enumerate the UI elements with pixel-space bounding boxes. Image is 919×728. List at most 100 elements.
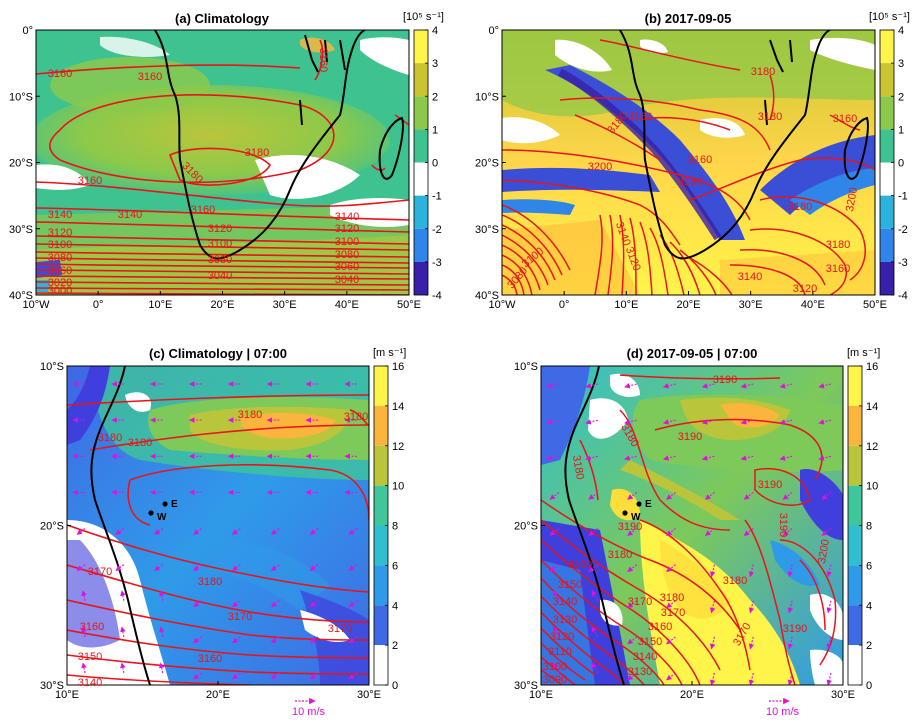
y-tick-label: 40°S xyxy=(475,290,499,302)
colorbar-tick-label: -2 xyxy=(432,224,442,236)
panel-b-title: (b) 2017-09-05 xyxy=(645,11,732,26)
wind-vector xyxy=(231,564,241,572)
wind-vector xyxy=(549,528,560,536)
contour-label: 3130 xyxy=(553,614,577,626)
panel-a-x-ticks: 10°W 0° 10°E 20°E 30°E 40°E 50°E xyxy=(22,291,421,311)
contour-label: 3180 xyxy=(344,411,368,423)
contour-label: 3140 xyxy=(118,209,142,221)
y-tick-label: 20°S xyxy=(40,521,64,533)
contour-label: 3090 xyxy=(543,674,567,686)
contour-label: 3140 xyxy=(633,651,657,663)
wind-vector xyxy=(552,626,560,638)
wind-vector xyxy=(591,590,599,602)
y-tick-label: 20°S xyxy=(514,521,538,533)
colorbar-tick-label: 8 xyxy=(392,521,398,533)
x-tick-label: 0° xyxy=(559,299,570,311)
panel-a-colorbar-unit: [10⁵ s⁻¹] xyxy=(403,11,444,23)
contour-label: 3190 xyxy=(678,431,702,443)
wind-vector xyxy=(120,662,126,674)
station-w-dot xyxy=(148,510,154,516)
wind-vector xyxy=(627,600,638,609)
wind-vector xyxy=(158,590,165,601)
panel-c-wind-vectors xyxy=(72,381,358,680)
colorbar-swatch xyxy=(374,445,388,486)
colorbar-swatch xyxy=(374,485,388,526)
colorbar-swatch xyxy=(374,525,388,566)
colorbar-tick-label: 12 xyxy=(392,441,404,453)
station-e-label: E xyxy=(645,499,652,510)
panel-b-colorbar-unit: [10⁵ s⁻¹] xyxy=(869,11,910,23)
y-tick-label: 10°S xyxy=(9,91,33,103)
y-tick-label: 30°S xyxy=(40,680,64,692)
contour-label: 3200 xyxy=(588,161,612,173)
panel-c-stations: E W xyxy=(148,499,178,523)
panel-c-title: (c) Climatology | 07:00 xyxy=(149,346,287,361)
contour-label: 3190 xyxy=(618,521,642,533)
colorbar-swatch xyxy=(848,565,862,606)
contour-label: 3120 xyxy=(793,283,817,295)
wind-vector xyxy=(591,662,599,674)
panel-a-colorbar: [10⁵ s⁻¹] 4 3 2 1 0 -1 -2 -3 -4 xyxy=(403,11,444,302)
wind-vector xyxy=(309,636,319,644)
panel-b-coastline xyxy=(619,30,869,260)
wind-vector xyxy=(309,672,319,680)
colorbar-tick-label: 6 xyxy=(866,560,872,572)
wind-vector xyxy=(81,590,87,601)
wind-vector xyxy=(193,528,202,535)
contour-label: 3180 xyxy=(758,111,782,123)
colorbar-tick-label: 0 xyxy=(392,680,398,692)
panel-c-coastline xyxy=(90,366,151,685)
wind-vector xyxy=(588,491,599,500)
contour-label: 3100 xyxy=(335,236,359,248)
wind-vector xyxy=(270,528,280,535)
wind-vector xyxy=(309,528,319,535)
contour-label: 3040 xyxy=(208,270,232,282)
colorbar-swatch xyxy=(414,162,428,196)
wind-vector xyxy=(666,636,676,645)
colorbar-swatch xyxy=(848,405,862,446)
colorbar-swatch xyxy=(374,405,388,446)
colorbar-tick-label: 4 xyxy=(866,600,872,612)
wind-vector xyxy=(158,662,165,674)
colorbar-swatch xyxy=(880,261,894,295)
wind-vector xyxy=(666,528,676,536)
colorbar-tick-label: 0 xyxy=(432,158,438,170)
contour-label: 3110 xyxy=(548,646,572,658)
contour-label: 3160 xyxy=(826,263,850,275)
contour-label: 3180 xyxy=(608,549,632,561)
panel-a-title: (a) Climatology xyxy=(175,11,270,26)
contour-label: 3140 xyxy=(78,677,102,689)
contour-label: 3160 xyxy=(138,71,162,83)
panel-c-reference-label: 10 m/s xyxy=(292,706,326,718)
contour-label: 3180 xyxy=(788,201,812,213)
contour-label: 3160 xyxy=(628,111,652,123)
contour-label: 3180 xyxy=(128,437,152,449)
colorbar-tick-label: 2 xyxy=(898,91,904,103)
contour-label: 3060 xyxy=(335,261,359,273)
colorbar-swatch xyxy=(880,63,894,97)
colorbar-tick-label: 4 xyxy=(898,25,904,37)
x-tick-label: 10°W xyxy=(488,299,516,311)
colorbar-tick-label: 10 xyxy=(392,481,404,493)
wind-vector xyxy=(627,528,638,536)
x-tick-label: 20°E xyxy=(206,689,230,701)
contour-label: 3080 xyxy=(208,254,232,266)
panel-d-coastline xyxy=(564,366,625,685)
x-tick-label: 10°E xyxy=(614,299,638,311)
colorbar-swatch xyxy=(374,366,388,406)
wind-vector xyxy=(193,636,202,644)
contour-label: 3160 xyxy=(80,621,104,633)
panel-b-map-field xyxy=(502,30,875,295)
contour-label: 3180 xyxy=(678,176,702,188)
colorbar-tick-label: 14 xyxy=(866,401,878,413)
panel-d-stations: E W xyxy=(622,499,652,523)
wind-vector xyxy=(627,636,638,645)
contour-label: 3180 xyxy=(245,147,269,159)
contour-label: 3180 xyxy=(98,432,122,444)
contour-label: 3190 xyxy=(713,374,737,386)
contour-label: 3020 xyxy=(48,277,72,289)
wind-vector xyxy=(588,528,599,536)
panel-d-colorbar-unit: [m s⁻¹] xyxy=(847,347,880,359)
colorbar-swatch xyxy=(414,30,428,64)
